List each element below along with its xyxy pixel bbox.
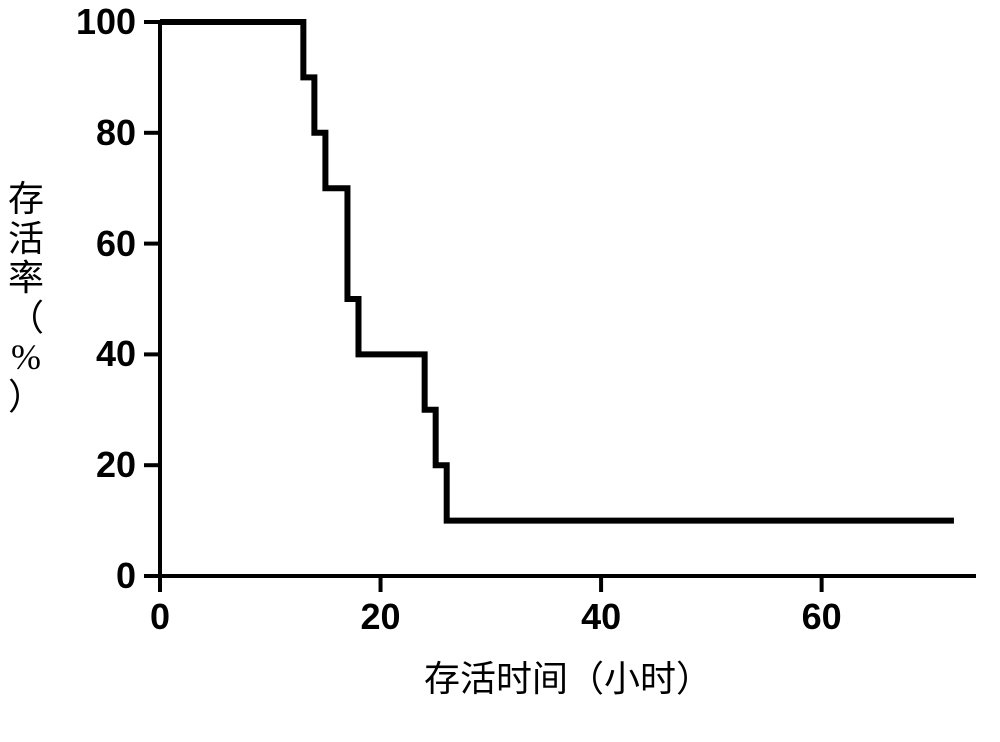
y-axis-label-char: % xyxy=(11,338,41,378)
x-tick-label: 20 xyxy=(361,596,401,638)
y-tick-label: 40 xyxy=(96,333,136,375)
x-tick-label: 0 xyxy=(150,596,170,638)
survival-chart: 存活率（%） 存活时间（小时） 0 20 40 60 0 20 40 60 80 100 xyxy=(0,0,1000,742)
y-axis-label-char: 存 xyxy=(8,180,44,220)
y-axis-label-char: 活 xyxy=(8,220,44,260)
y-axis-label: 存活率（%） xyxy=(8,180,44,418)
y-axis-label-char: （ xyxy=(8,299,44,339)
x-axis-label: 存活时间（小时） xyxy=(424,650,712,702)
y-tick-label: 0 xyxy=(116,555,136,597)
y-tick-label: 60 xyxy=(96,223,136,265)
y-axis-label-char: ） xyxy=(8,378,44,418)
y-tick-label: 20 xyxy=(96,444,136,486)
y-tick-label: 100 xyxy=(76,1,136,43)
y-axis-label-char: 率 xyxy=(8,259,44,299)
y-tick-label: 80 xyxy=(96,112,136,154)
x-tick-label: 60 xyxy=(802,596,842,638)
x-tick-label: 40 xyxy=(581,596,621,638)
